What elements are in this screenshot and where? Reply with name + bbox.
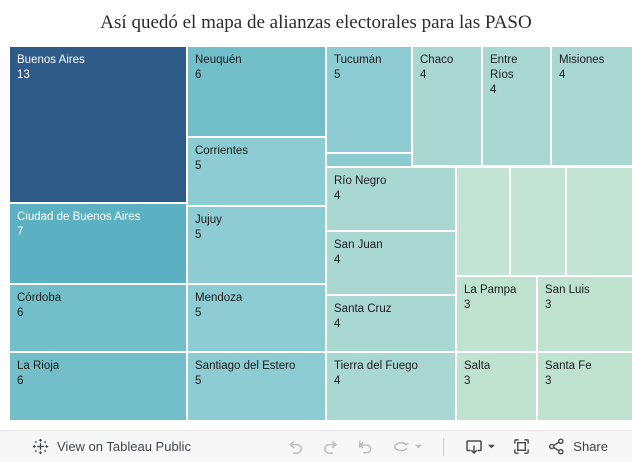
- undo-button[interactable]: [284, 435, 307, 458]
- redo-icon: [321, 437, 340, 456]
- treemap-cell-value: 6: [195, 69, 202, 81]
- treemap-cell-label: Buenos Aires: [17, 54, 85, 66]
- treemap-cell-label: Mendoza: [195, 292, 243, 304]
- treemap-cell-value: 4: [490, 84, 497, 96]
- download-button[interactable]: [462, 435, 498, 459]
- treemap-cell[interactable]: Corrientes 5: [188, 138, 325, 205]
- tableau-toolbar: View on Tableau Public: [0, 430, 632, 462]
- treemap-cell-label: Santiago del Estero: [195, 360, 296, 372]
- treemap-cell[interactable]: San Juan 4: [327, 232, 455, 294]
- treemap-cell[interactable]: Tierra del Fuego 4: [327, 353, 455, 420]
- treemap-cell-label: Chaco: [420, 54, 454, 66]
- treemap-cell-label: Tierra del Fuego: [334, 360, 418, 372]
- treemap-cell[interactable]: La Pampa 3: [457, 277, 536, 351]
- redo-button[interactable]: [319, 435, 342, 458]
- revert-icon: [356, 437, 375, 456]
- treemap-cell[interactable]: Tucumán 5: [327, 47, 411, 152]
- share-label: Share: [573, 439, 608, 454]
- treemap-cell-value: 3: [464, 375, 471, 387]
- treemap-cell[interactable]: Santa Fe 3: [538, 353, 632, 420]
- treemap-cell-value: 5: [195, 160, 202, 172]
- treemap-cell[interactable]: San Luis 3: [538, 277, 632, 351]
- treemap-cell-value: 4: [334, 254, 341, 266]
- treemap-cell-value: 4: [420, 69, 427, 81]
- treemap-cell-label: San Luis: [545, 284, 590, 296]
- download-icon: [464, 437, 484, 457]
- replay-button[interactable]: [389, 435, 425, 459]
- treemap-cell-label: Ciudad de Buenos Aires: [17, 211, 141, 223]
- treemap-cell-value: 4: [334, 375, 341, 387]
- treemap-cell[interactable]: Ciudad de Buenos Aires 7: [10, 204, 186, 283]
- treemap-cell-label: Salta: [464, 360, 491, 372]
- caret-down-icon: [414, 442, 423, 451]
- treemap-cell-label: Río Negro: [334, 175, 387, 187]
- treemap-cell[interactable]: [327, 154, 411, 166]
- treemap-cell-value: 3: [545, 375, 552, 387]
- fullscreen-icon: [512, 437, 531, 456]
- treemap-cell[interactable]: Córdoba 6: [10, 285, 186, 351]
- treemap-cell-value: 13: [17, 69, 30, 81]
- treemap-cell-value: 4: [334, 318, 341, 330]
- treemap-cell[interactable]: Jujuy 5: [188, 207, 325, 283]
- treemap-cell-label: Jujuy: [195, 214, 222, 226]
- treemap-cell-value: 4: [334, 190, 341, 202]
- treemap-cell-label: Santa Cruz: [334, 303, 392, 315]
- treemap-cell[interactable]: Chaco 4: [413, 47, 481, 165]
- view-on-tableau-link[interactable]: View on Tableau Public: [32, 438, 191, 455]
- undo-icon: [286, 437, 305, 456]
- treemap-cell-label: Neuquén: [195, 54, 242, 66]
- fullscreen-button[interactable]: [510, 435, 533, 458]
- replay-icon: [391, 437, 411, 457]
- treemap-cell-value: 5: [195, 307, 202, 319]
- treemap-cell[interactable]: Neuquén 6: [188, 47, 325, 136]
- treemap-cell-value: 4: [559, 69, 566, 81]
- share-icon: [547, 437, 566, 456]
- toolbar-separator: [443, 437, 445, 456]
- treemap-cell[interactable]: Santa Cruz 4: [327, 296, 455, 351]
- treemap-cell[interactable]: Entre Ríos 4: [483, 47, 550, 165]
- treemap-cell-value: 5: [334, 69, 341, 81]
- treemap-cell-label: Santa Fe: [545, 360, 592, 372]
- treemap-cell[interactable]: Misiones 4: [552, 47, 632, 165]
- treemap-cell[interactable]: Mendoza 5: [188, 285, 325, 351]
- view-on-tableau-label: View on Tableau Public: [57, 439, 191, 454]
- treemap-cell[interactable]: La Rioja 6: [10, 353, 186, 420]
- tableau-logo-icon: [32, 438, 49, 455]
- share-button[interactable]: Share: [545, 435, 610, 458]
- treemap-cell-value: 6: [17, 307, 24, 319]
- caret-down-icon: [487, 442, 496, 451]
- treemap-cell[interactable]: [567, 168, 632, 275]
- treemap-cell-label: Misiones: [559, 54, 605, 66]
- treemap-cell-label: San Juan: [334, 239, 383, 251]
- treemap-cell-value: 7: [17, 226, 24, 238]
- chart-title: Así quedó el mapa de alianzas electorale…: [100, 12, 532, 33]
- treemap-cell-value: 3: [464, 299, 471, 311]
- treemap-cell[interactable]: Río Negro 4: [327, 168, 455, 230]
- treemap-cell-value: 5: [195, 375, 202, 387]
- treemap-cell[interactable]: Salta 3: [457, 353, 536, 420]
- treemap-cell[interactable]: [457, 168, 509, 275]
- revert-button[interactable]: [354, 435, 377, 458]
- treemap-cell-value: 3: [545, 299, 552, 311]
- treemap-cell[interactable]: [511, 168, 565, 275]
- treemap-cell-label: Corrientes: [195, 145, 249, 157]
- treemap-cell-label: La Pampa: [464, 284, 517, 296]
- treemap-cell-value: 5: [195, 229, 202, 241]
- treemap-cell-label: Entre Ríos: [490, 54, 518, 81]
- treemap-cell-label: Córdoba: [17, 292, 62, 304]
- treemap-cell[interactable]: Santiago del Estero 5: [188, 353, 325, 420]
- treemap-cell-label: Tucumán: [334, 54, 382, 66]
- treemap-cell-value: 6: [17, 375, 24, 387]
- treemap: Buenos Aires 13 Ciudad de Buenos Aires 7 Cór…: [10, 47, 632, 420]
- treemap-cell-label: La Rioja: [17, 360, 60, 372]
- treemap-cell[interactable]: Buenos Aires 13: [10, 47, 186, 202]
